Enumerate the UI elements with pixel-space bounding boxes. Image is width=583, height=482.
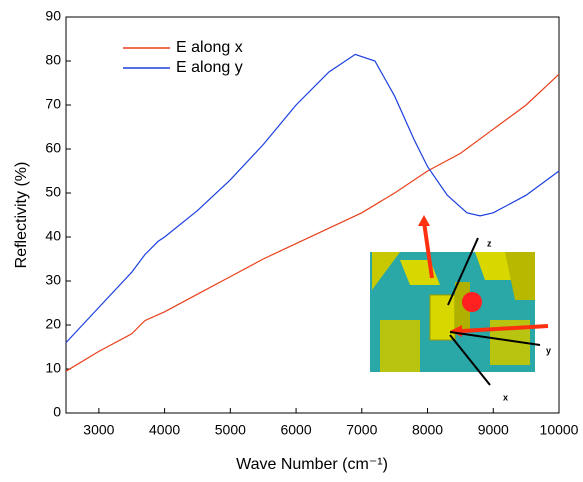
data-line [65, 73, 560, 372]
y-tick-label: 50 [45, 184, 61, 200]
x-tick-label: 9000 [478, 422, 509, 438]
inset-label: z [487, 238, 492, 248]
x-tick-label: 7000 [346, 422, 377, 438]
x-axis-label: Wave Number (cm⁻¹) [236, 456, 388, 473]
y-tick-label: 80 [45, 52, 61, 68]
y-axis-label: Reflectivity (%) [13, 162, 30, 269]
y-tick-label: 90 [45, 8, 61, 24]
y-tick-label: 0 [53, 404, 61, 420]
y-tick-label: 20 [45, 316, 61, 332]
y-tick-label: 30 [45, 272, 61, 288]
x-tick-label: 5000 [215, 422, 246, 438]
y-tick-label: 60 [45, 140, 61, 156]
plot-frame [65, 16, 560, 414]
inset-label: y [546, 345, 551, 355]
x-tick-label: 3000 [83, 422, 114, 438]
x-tick-label: 8000 [412, 422, 443, 438]
legend-label: E along x [176, 39, 243, 56]
data-line [65, 53, 560, 344]
y-tick-label: 40 [45, 228, 61, 244]
inset-label: x [503, 392, 508, 402]
legend-label: E along y [176, 59, 243, 76]
x-tick-label: 4000 [149, 422, 180, 438]
y-tick-label: 10 [45, 360, 61, 376]
x-tick-label: 6000 [280, 422, 311, 438]
x-tick-label: 10000 [540, 422, 579, 438]
y-tick-label: 70 [45, 96, 61, 112]
inset-diagram [370, 215, 549, 386]
